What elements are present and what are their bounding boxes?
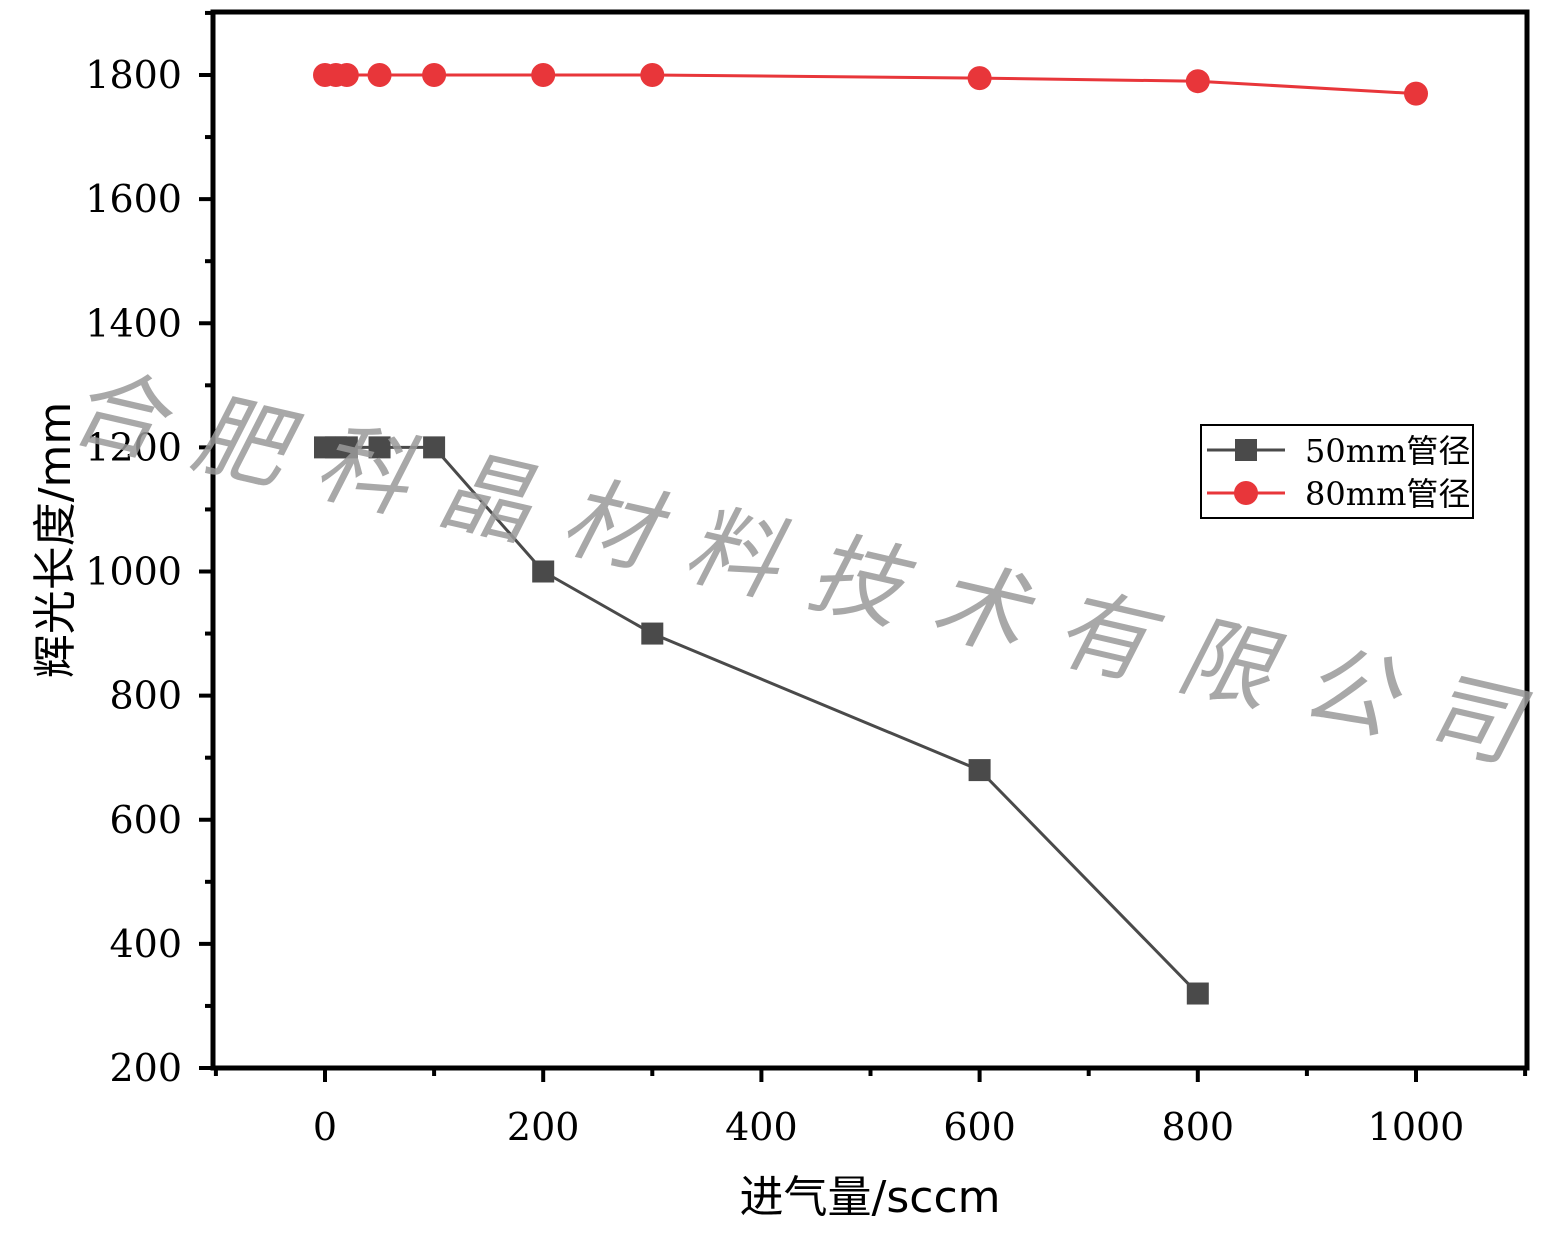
data-point bbox=[423, 436, 446, 459]
series-2 bbox=[313, 63, 1428, 106]
y-tick-label: 600 bbox=[109, 798, 182, 842]
data-point bbox=[422, 63, 447, 87]
legend-marker bbox=[1235, 439, 1257, 461]
data-point bbox=[335, 436, 358, 459]
y-tick-label: 200 bbox=[109, 1046, 182, 1090]
x-tick-label: 200 bbox=[507, 1105, 580, 1149]
watermark-char: 技 bbox=[799, 518, 922, 645]
y-tick-label: 1000 bbox=[85, 550, 182, 594]
data-point bbox=[367, 63, 392, 87]
x-tick-label: 1000 bbox=[1368, 1105, 1465, 1149]
legend-label: 80mm管径 bbox=[1305, 475, 1470, 513]
data-point bbox=[968, 759, 991, 782]
legend-marker bbox=[1234, 481, 1258, 505]
legend-entry-1: 50mm管径 bbox=[1207, 432, 1470, 470]
series-1 bbox=[314, 436, 1209, 1005]
y-axis-title: 辉光长度/mm bbox=[30, 402, 81, 679]
data-point bbox=[1404, 81, 1428, 106]
x-tick-label: 400 bbox=[725, 1105, 798, 1149]
y-tick-label: 1800 bbox=[85, 53, 182, 97]
series-layer bbox=[313, 63, 1428, 1005]
watermark-char: 司 bbox=[1415, 657, 1537, 784]
legend: 50mm管径 80mm管径 bbox=[1200, 424, 1474, 519]
data-point bbox=[1185, 69, 1210, 94]
plot-frame bbox=[210, 9, 1530, 1071]
x-tick-label: 0 bbox=[313, 1105, 337, 1149]
watermark-char: 料 bbox=[676, 490, 795, 616]
data-point bbox=[640, 63, 665, 87]
x-tick-label: 800 bbox=[1162, 1105, 1235, 1149]
data-point bbox=[532, 560, 555, 583]
watermark-char: 限 bbox=[1169, 601, 1291, 728]
data-point bbox=[334, 63, 359, 87]
watermark-char: 肥 bbox=[183, 380, 307, 507]
y-tick-label: 400 bbox=[109, 922, 182, 966]
legend-label: 50mm管径 bbox=[1305, 432, 1470, 470]
watermark-char: 有 bbox=[1046, 574, 1170, 701]
data-point bbox=[967, 66, 992, 91]
watermark-char: 公 bbox=[1292, 629, 1413, 756]
data-point bbox=[641, 622, 664, 645]
data-point bbox=[368, 436, 391, 459]
data-point bbox=[531, 63, 556, 87]
data-point bbox=[1186, 982, 1209, 1005]
watermark: 合肥科晶材料技术有限公司 bbox=[60, 352, 1537, 784]
y-tick-label: 1600 bbox=[85, 177, 182, 221]
watermark-char: 材 bbox=[553, 463, 677, 590]
y-tick-label: 800 bbox=[109, 674, 182, 718]
watermark-char: 科 bbox=[307, 407, 426, 533]
series-line bbox=[325, 73, 1417, 96]
x-axis-title: 进气量/sccm bbox=[740, 1172, 1001, 1223]
watermark-char: 术 bbox=[922, 546, 1043, 673]
tick-labels: 0 200 400 600 800 1000 200 400 600 800 1000 1200 140… bbox=[85, 53, 1464, 1149]
legend-entry-2: 80mm管径 bbox=[1207, 475, 1470, 513]
x-tick-label: 600 bbox=[943, 1105, 1016, 1149]
y-tick-label: 1200 bbox=[85, 425, 182, 469]
y-tick-label: 1400 bbox=[85, 301, 182, 345]
watermark-char: 晶 bbox=[430, 435, 545, 560]
